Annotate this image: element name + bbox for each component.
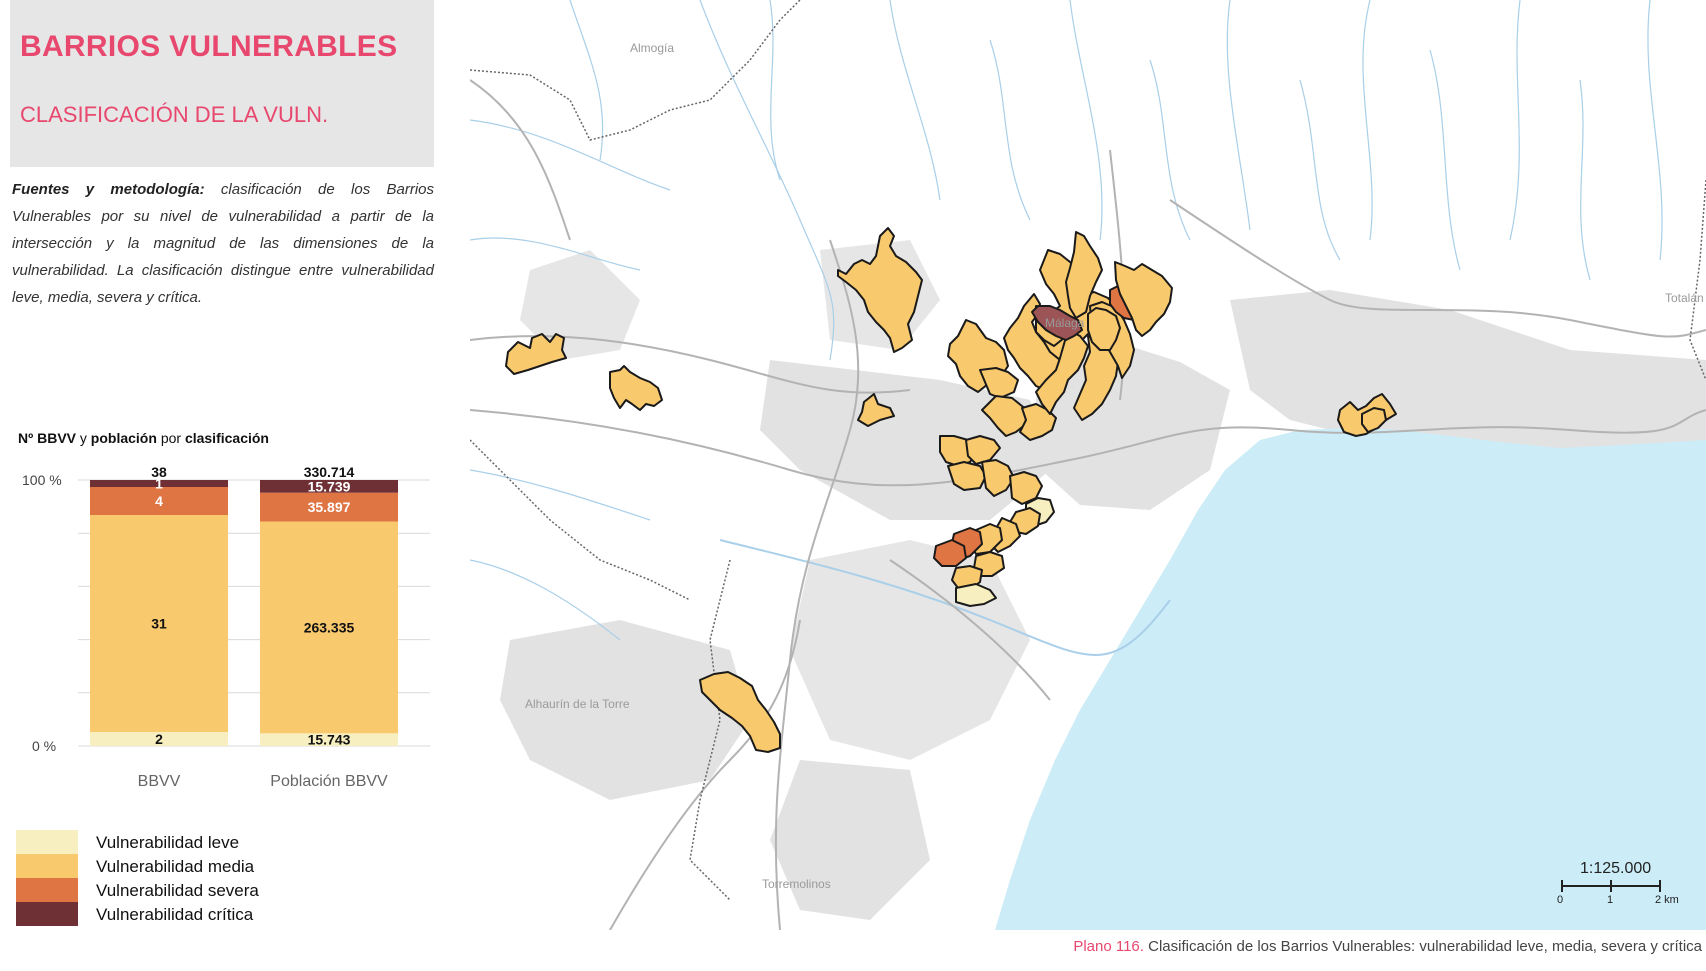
bar-segment	[260, 480, 398, 493]
place-label-almogia: Almogía	[630, 41, 674, 55]
legend-label-critica: Vulnerabilidad crítica	[96, 905, 254, 924]
scale-tick-1: 1	[1607, 894, 1614, 906]
bar-segment	[90, 515, 228, 732]
methodology-text: Fuentes y metodología: clasificación de …	[12, 176, 434, 311]
chart-heading-part1: Nº BBVV	[18, 430, 77, 446]
caption-text: Clasificación de los Barrios Vulnerables…	[1148, 938, 1702, 955]
sea	[995, 428, 1706, 930]
bar-data-label: 35.897	[308, 499, 351, 515]
chart-heading-part3: población	[90, 430, 157, 446]
place-label-torremolinos: Torremolinos	[762, 877, 831, 891]
category-label: BBVV	[138, 773, 181, 790]
bar-segment	[260, 733, 398, 746]
ytick-label: 0 %	[32, 738, 56, 754]
scale-bar	[1561, 880, 1661, 892]
place-label-alhaurin: Alhaurín de la Torre	[525, 697, 630, 711]
chart-heading-part4: por	[160, 430, 182, 446]
place-label-totalan: Totalán	[1665, 291, 1704, 305]
rivers	[470, 0, 1663, 656]
bar-data-label: 4	[155, 493, 163, 509]
legend-swatch-leve	[16, 830, 78, 854]
bar-segment	[90, 732, 228, 746]
methodology-label: Fuentes y metodología:	[12, 181, 205, 198]
map[interactable]: Almogía Málaga Totalán Alhaurín de la To…	[470, 0, 1706, 930]
municipal-borders	[470, 0, 1706, 901]
bar-data-label: 263.335	[304, 619, 355, 635]
bar-data-label: 15.739	[308, 478, 351, 494]
legend-swatch-media	[16, 854, 78, 878]
page-title: BARRIOS VULNERABLES	[20, 30, 398, 63]
chart-heading-part5: clasificación	[184, 430, 269, 446]
bar-data-label: 31	[151, 616, 167, 632]
map-caption: Plano 116. Clasificación de los Barrios …	[1073, 938, 1702, 955]
legend-swatch-severa	[16, 878, 78, 902]
bar-segment	[90, 480, 228, 487]
header-box	[10, 0, 434, 167]
vulnerable-neighborhoods	[505, 227, 1397, 753]
chart-heading-part2: y	[79, 430, 87, 446]
methodology-body: clasificación de los Barrios Vulnerables…	[12, 181, 434, 306]
bar-total-label: 38	[151, 464, 167, 480]
scale-tick-2km: 2 km	[1655, 894, 1679, 906]
ytick-label: 100 %	[22, 472, 62, 488]
bar-segment	[260, 521, 398, 734]
bar-data-label: 15.743	[308, 732, 351, 748]
bar-data-label: 1	[155, 476, 163, 492]
caption-number: Plano 116.	[1073, 938, 1144, 955]
bar-data-label: 2	[155, 731, 163, 747]
place-label-malaga: Málaga	[1045, 316, 1085, 330]
roads	[470, 79, 1706, 930]
bar-segment	[90, 487, 228, 515]
bar-total-label: 330.714	[304, 464, 355, 480]
bar-segment	[260, 492, 398, 522]
category-label: Población BBVV	[270, 773, 388, 790]
chart-heading: Nº BBVV y población por clasificación	[18, 430, 269, 446]
legend-label-media: Vulnerabilidad media	[96, 857, 255, 876]
scale-ratio: 1:125.000	[1580, 860, 1652, 877]
legend-label-leve: Vulnerabilidad leve	[96, 833, 240, 852]
scale-tick-0: 0	[1557, 894, 1564, 906]
page-subtitle: CLASIFICACIÓN DE LA VULN.	[20, 102, 329, 127]
legend-label-severa: Vulnerabilidad severa	[96, 881, 259, 900]
legend-swatch-critica	[16, 902, 78, 926]
